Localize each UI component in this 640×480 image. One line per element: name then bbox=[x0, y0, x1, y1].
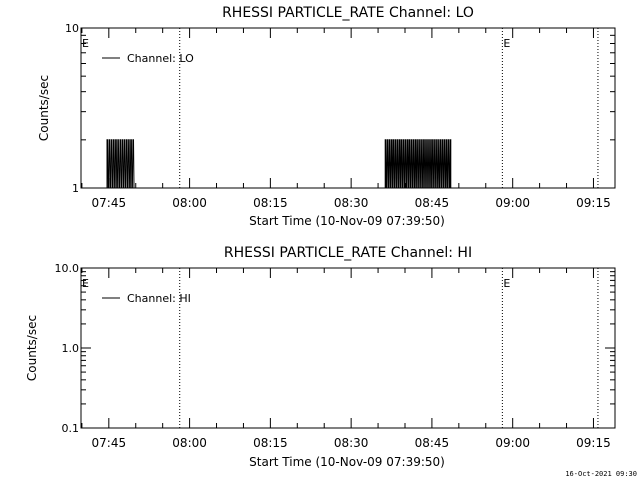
x-axis-ticks: 07:45 08:00 08:15 08:30 08:45 09:00 09:15 bbox=[81, 28, 611, 210]
marker-label: E bbox=[503, 37, 510, 50]
x-tick-label: 08:30 bbox=[334, 196, 369, 210]
y-axis-ticks: 1 10 bbox=[65, 22, 615, 195]
x-tick-label: 08:45 bbox=[415, 436, 450, 450]
x-tick-label: 08:00 bbox=[172, 436, 207, 450]
legend: Channel: HI bbox=[102, 292, 191, 305]
x-tick-label: 07:45 bbox=[92, 196, 127, 210]
marker-label: E bbox=[82, 277, 89, 290]
x-tick-label: 08:15 bbox=[253, 436, 288, 450]
x-tick-label: 09:00 bbox=[495, 436, 530, 450]
legend: Channel: LO bbox=[102, 52, 194, 65]
y-axis-label: Counts/sec bbox=[25, 315, 39, 381]
y-axis-label: Counts/sec bbox=[37, 75, 51, 141]
plot-frame bbox=[80, 27, 616, 189]
y-tick-label: 10 bbox=[65, 22, 79, 35]
x-tick-label: 08:45 bbox=[415, 196, 450, 210]
x-tick-label: 08:15 bbox=[253, 196, 288, 210]
y-tick-label: 10.0 bbox=[55, 262, 80, 275]
legend-label: Channel: LO bbox=[127, 52, 194, 65]
y-tick-label: 0.1 bbox=[62, 422, 80, 435]
series-line bbox=[384, 139, 452, 189]
x-axis-label: Start Time (10-Nov-09 07:39:50) bbox=[249, 214, 445, 228]
x-tick-label: 09:00 bbox=[495, 196, 530, 210]
x-tick-label: 08:00 bbox=[172, 196, 207, 210]
series-line bbox=[106, 139, 135, 189]
x-tick-label: 07:45 bbox=[92, 436, 127, 450]
y-tick-label: 1 bbox=[72, 182, 79, 195]
series-lo bbox=[106, 139, 452, 189]
marker-label: E bbox=[503, 277, 510, 290]
x-axis-label: Start Time (10-Nov-09 07:39:50) bbox=[249, 455, 445, 469]
y-axis-ticks: 0.1 1.0 10.0 bbox=[55, 262, 615, 435]
y-tick-label: 1.0 bbox=[62, 342, 80, 355]
x-axis-ticks: 07:45 08:00 08:15 08:30 08:45 09:00 09:15 bbox=[81, 268, 611, 450]
x-tick-label: 09:15 bbox=[576, 196, 611, 210]
footer-timestamp: 16-Oct-2021 09:30 bbox=[565, 470, 637, 478]
chart-title: RHESSI PARTICLE_RATE Channel: HI bbox=[224, 245, 472, 261]
x-tick-label: 09:15 bbox=[576, 436, 611, 450]
legend-label: Channel: HI bbox=[127, 292, 191, 305]
chart-title: RHESSI PARTICLE_RATE Channel: LO bbox=[222, 5, 474, 21]
x-tick-label: 08:30 bbox=[334, 436, 369, 450]
